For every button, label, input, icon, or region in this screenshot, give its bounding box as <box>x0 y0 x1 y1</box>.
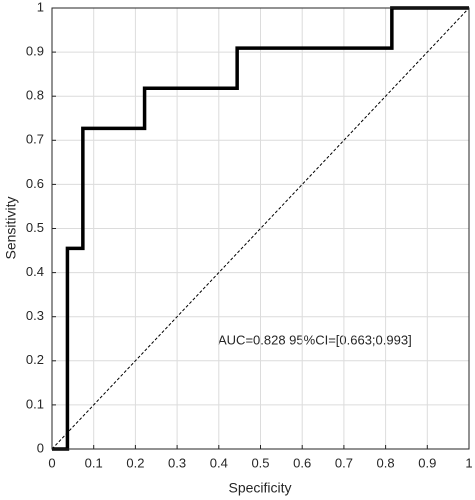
x-tick-label: 0.9 <box>418 455 436 470</box>
y-tick-label: 0.6 <box>26 176 44 191</box>
x-tick-label: 0.8 <box>377 455 395 470</box>
y-tick-label: 0 <box>37 440 44 455</box>
y-tick-label: 0.1 <box>26 396 44 411</box>
x-tick-label: 0.1 <box>85 455 103 470</box>
roc-curve <box>52 6 469 451</box>
x-tick-label: 0.2 <box>126 455 144 470</box>
y-tick-label: 1 <box>37 0 44 14</box>
x-tick-label: 0 <box>48 455 55 470</box>
x-tick-label: 0.5 <box>251 455 269 470</box>
y-tick-label: 0.5 <box>26 220 44 235</box>
annotation: AUC=0.828 95%CI=[0.663;0.993] <box>218 332 412 347</box>
y-axis-label: Sensitivity <box>3 196 19 259</box>
x-tick-label: 0.4 <box>210 455 228 470</box>
y-tick-label: 0.4 <box>26 264 44 279</box>
x-tick-label: 1 <box>465 455 472 470</box>
x-axis-label: Specificity <box>228 480 291 496</box>
y-tick-label: 0.7 <box>26 132 44 147</box>
y-tick-label: 0.9 <box>26 44 44 59</box>
x-tick-label: 0.3 <box>168 455 186 470</box>
x-tick-label: 0.6 <box>293 455 311 470</box>
reference-line <box>51 7 470 450</box>
y-tick-label: 0.3 <box>26 308 44 323</box>
y-tick-label: 0.2 <box>26 352 44 367</box>
y-tick-label: 0.8 <box>26 88 44 103</box>
x-tick-label: 0.7 <box>335 455 353 470</box>
plot-frame <box>51 7 470 450</box>
